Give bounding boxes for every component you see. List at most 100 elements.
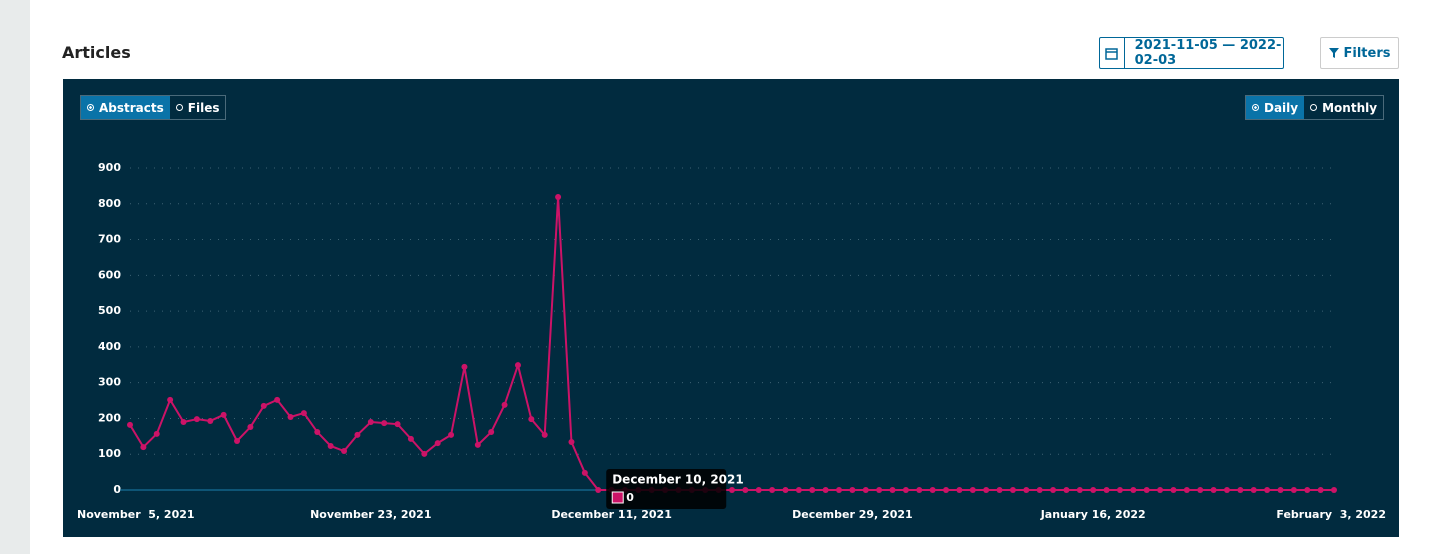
data-point [1036, 487, 1043, 493]
data-point [1170, 487, 1177, 493]
chart-panel [63, 79, 1399, 537]
data-point [461, 363, 468, 370]
y-tick-label: 900 [98, 161, 121, 174]
data-point [488, 429, 495, 436]
data-point [862, 487, 869, 493]
tooltip-box [606, 469, 727, 509]
data-point [341, 448, 348, 455]
data-point [769, 487, 776, 493]
data-point [1277, 487, 1284, 493]
metric-label: Abstracts [99, 100, 164, 115]
data-point [956, 487, 963, 493]
data-point [782, 487, 789, 493]
y-tick-label: 500 [98, 304, 121, 317]
data-point [1050, 487, 1057, 493]
data-point [1103, 487, 1110, 493]
data-point [1090, 487, 1097, 493]
data-point [969, 487, 976, 493]
data-point [809, 487, 816, 493]
data-point [943, 487, 950, 493]
data-point [247, 424, 254, 431]
x-tick-label: February 3, 2022 [1276, 508, 1386, 521]
data-point [876, 487, 883, 493]
period-option[interactable]: Monthly [1304, 96, 1383, 119]
y-tick-label: 400 [98, 340, 121, 353]
data-point [996, 487, 1003, 493]
data-point [180, 419, 187, 426]
tooltip-value: 0 [626, 491, 634, 504]
y-tick-label: 800 [98, 197, 121, 210]
data-point [367, 419, 374, 426]
data-point [514, 362, 521, 369]
data-point [153, 430, 160, 437]
radio [87, 104, 94, 111]
x-tick-label: December 11, 2021 [551, 508, 672, 521]
data-point [916, 487, 923, 493]
data-point [795, 487, 802, 493]
data-point [849, 487, 856, 493]
data-point [1023, 487, 1030, 493]
data-point [474, 441, 481, 448]
data-point [1143, 487, 1150, 493]
data-point [193, 416, 200, 423]
section-title: Articles [62, 43, 131, 62]
period-toggle: Daily Monthly [1245, 95, 1385, 120]
data-point [167, 396, 174, 403]
data-point [220, 411, 227, 418]
date-range-button[interactable]: 2021-11-05 — 2022-02-03 [1099, 37, 1284, 69]
period-label: Monthly [1322, 100, 1378, 115]
data-point [1331, 487, 1337, 493]
metric-option[interactable]: Files [170, 96, 226, 119]
data-point [274, 396, 281, 403]
data-point [902, 487, 909, 493]
data-point [381, 420, 388, 427]
data-point [434, 440, 441, 447]
date-range: 2021-11-05 — 2022-02-03 [1134, 38, 1282, 68]
data-point [448, 431, 455, 438]
data-point [140, 444, 147, 451]
chart: 0 100 200 300 400 500 600 700 800 900 November 5, … [63, 79, 1399, 537]
data-point [541, 431, 548, 438]
data-point [1264, 487, 1271, 493]
data-point [1130, 487, 1137, 493]
period-label: Daily [1264, 100, 1299, 115]
data-point [1237, 487, 1244, 493]
data-point [742, 487, 749, 493]
data-point [207, 417, 214, 424]
x-tick-label: December 29, 2021 [792, 508, 913, 521]
data-point [595, 487, 602, 493]
data-point [528, 416, 535, 423]
data-point [822, 487, 829, 493]
metric-option[interactable]: Abstracts [81, 96, 170, 119]
calendar-glyph [1105, 47, 1119, 60]
data-point [1076, 487, 1083, 493]
filters-button[interactable]: Filters [1320, 37, 1399, 69]
data-point [314, 429, 321, 436]
x-tick-label: November 23, 2021 [310, 508, 431, 521]
data-point [127, 421, 133, 428]
y-tick-label: 300 [98, 376, 121, 389]
data-point [1250, 487, 1257, 493]
data-point [755, 487, 762, 493]
data-point [929, 487, 936, 493]
data-point [1317, 487, 1324, 493]
data-point [501, 401, 508, 408]
filter-icon [1328, 48, 1339, 58]
period-option[interactable]: Daily [1246, 96, 1305, 119]
data-point [1304, 487, 1311, 493]
data-point [1197, 487, 1204, 493]
data-point [287, 414, 294, 421]
tooltip-title: December 10, 2021 [612, 473, 744, 487]
data-point [983, 487, 990, 493]
data-point [1063, 487, 1070, 493]
data-point [1223, 487, 1230, 493]
data-point [1157, 487, 1164, 493]
data-point [327, 442, 334, 449]
y-tick-label: 100 [98, 447, 121, 460]
data-point [234, 437, 241, 444]
x-tick-label: January 16, 2022 [1040, 508, 1146, 521]
y-tick-label: 700 [98, 233, 121, 246]
x-tick-label: November 5, 2021 [77, 508, 195, 521]
metric-toggle: Abstracts Files [80, 95, 227, 120]
radio [175, 104, 183, 111]
